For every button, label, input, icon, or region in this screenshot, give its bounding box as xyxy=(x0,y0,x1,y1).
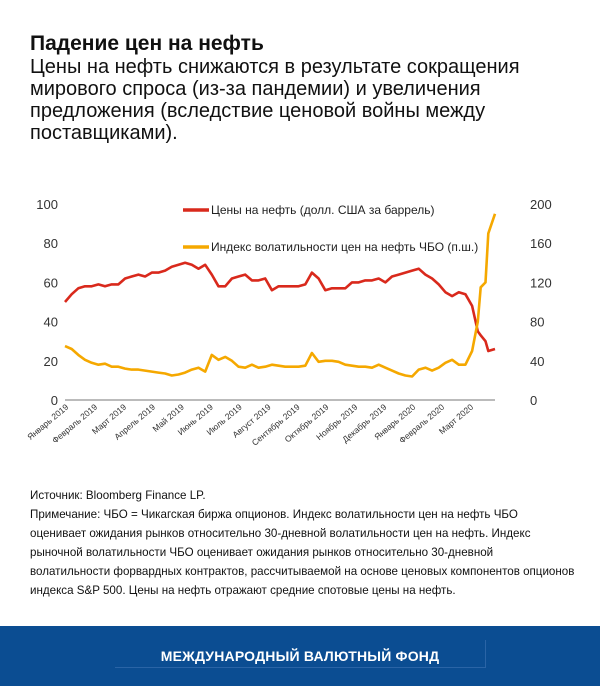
right-axis-tick-label: 160 xyxy=(530,236,552,251)
footer-band: МЕЖДУНАРОДНЫЙ ВАЛЮТНЫЙ ФОНД xyxy=(0,626,600,686)
oil-price-line xyxy=(64,261,496,353)
right-axis-tick-label: 40 xyxy=(530,354,544,369)
left-axis-tick-label: 20 xyxy=(44,354,58,369)
chart-notes: Источник: Bloomberg Finance LP. Примечан… xyxy=(30,486,575,600)
explanatory-note: Примечание: ЧБО = Чикагская биржа опцион… xyxy=(30,508,575,597)
left-axis-tick-label: 40 xyxy=(44,315,58,330)
volatility-index-line xyxy=(64,213,497,378)
series-lines xyxy=(64,213,497,378)
source-note: Источник: Bloomberg Finance LP. xyxy=(30,489,206,502)
chart-subtitle: Цены на нефть снижаются в результате сок… xyxy=(30,56,520,144)
chart-title: Падение цен на нефть xyxy=(30,32,264,55)
legend-label-volatility: Индекс волатильности цен на нефть ЧБО (п… xyxy=(211,240,478,254)
right-axis-tick-label: 200 xyxy=(530,197,552,212)
left-axis-tick-label: 100 xyxy=(36,197,58,212)
right-axis-tick-label: 80 xyxy=(530,315,544,330)
left-axis-ticks: 0 20 40 60 80 100 xyxy=(36,197,58,408)
footer-divider xyxy=(115,640,486,668)
right-axis-tick-label: 120 xyxy=(530,275,552,290)
left-axis-tick-label: 80 xyxy=(44,236,58,251)
right-axis-tick-label: 0 xyxy=(530,393,537,408)
left-axis-tick-label: 0 xyxy=(51,393,58,408)
right-axis-ticks: 0 40 80 120 160 200 xyxy=(530,197,552,408)
left-axis-tick-label: 60 xyxy=(44,275,58,290)
legend-label-oil-price: Цены на нефть (долл. США за баррель) xyxy=(211,203,435,217)
line-chart: 0 20 40 60 80 100 0 40 80 120 160 200 Январь 2019Ф… xyxy=(25,197,552,448)
footer-label: МЕЖДУНАРОДНЫЙ ВАЛЮТНЫЙ ФОНД xyxy=(160,648,440,664)
legend: Цены на нефть (долл. США за баррель) Инд… xyxy=(183,203,478,254)
